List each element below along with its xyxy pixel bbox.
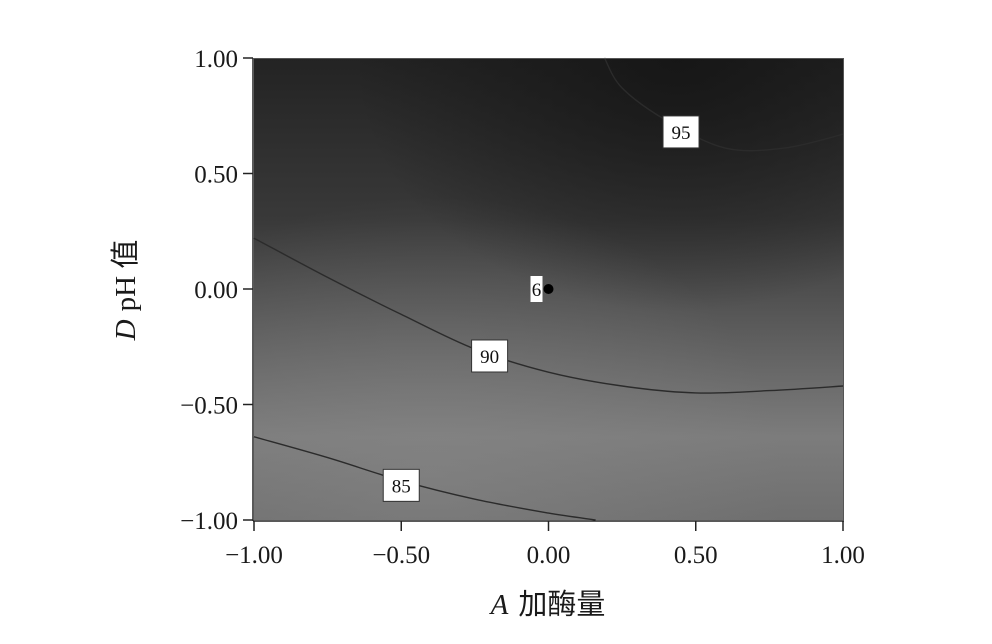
x-tick-label: 1.00 (821, 542, 865, 569)
contour-label-box-90 (471, 339, 509, 373)
y-tick-label: 1.00 (194, 46, 238, 73)
design-point: 6 (530, 276, 554, 302)
x-tick-label: −1.00 (225, 542, 283, 569)
y-tick-label: 0.50 (194, 162, 238, 189)
contour-line-85 (253, 436, 596, 521)
y-ticks: −1.00 −0.50 0.00 0.50 1.00 (180, 46, 253, 535)
contour-label-85: 85 (392, 476, 411, 497)
x-ticks: −1.00 −0.50 0.00 0.50 1.00 (225, 521, 865, 569)
contour-label-90: 90 (480, 347, 499, 368)
y-tick-label: −0.50 (180, 393, 238, 420)
y-tick-label: 0.00 (194, 277, 238, 304)
y-axis-variable: D (110, 319, 142, 341)
contour-line-90 (253, 237, 844, 394)
design-point-label-box (530, 276, 543, 302)
x-axis-variable: A (489, 589, 509, 621)
x-tick-label: −0.50 (372, 542, 430, 569)
x-axis-title: A 加酶量 (489, 588, 606, 621)
x-tick-label: 0.50 (674, 542, 718, 569)
y-tick-label: −1.00 (180, 508, 238, 535)
contour-labels: 85 90 95 (382, 115, 700, 502)
design-point-marker (543, 284, 554, 294)
y-axis-label-text: pH 值 (109, 240, 142, 312)
y-axis-title: DpH 值 (109, 240, 142, 342)
x-tick-label: 0.00 (527, 542, 571, 569)
x-axis-label-text: 加酶量 (518, 588, 605, 621)
contour-label-95: 95 (672, 123, 691, 144)
contour-label-box-85 (382, 468, 420, 502)
contour-label-box-95 (662, 115, 700, 149)
design-point-label: 6 (532, 280, 542, 301)
